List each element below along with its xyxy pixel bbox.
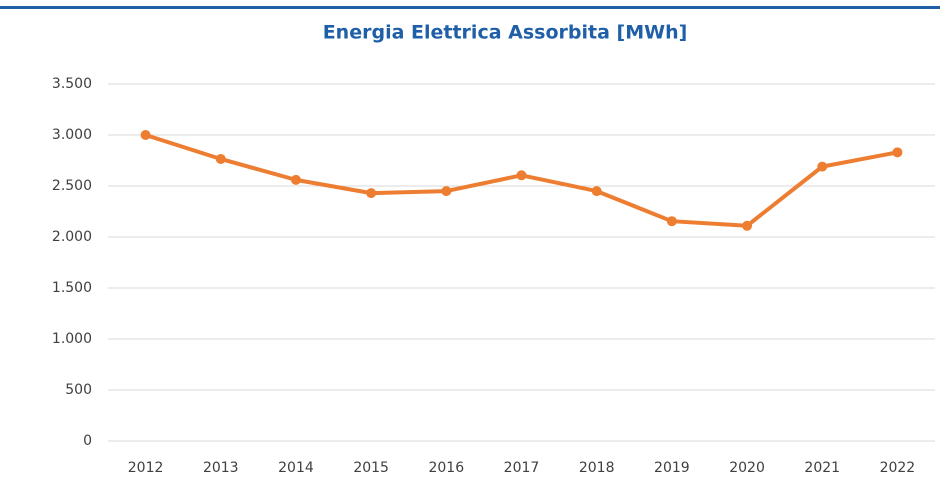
point <box>140 130 151 140</box>
x-tick-label: 2013 <box>203 460 239 476</box>
x-tick-label: 2020 <box>729 460 765 476</box>
y-tick-label: 1.000 <box>52 331 92 347</box>
x-tick-label: 2017 <box>504 460 540 476</box>
point <box>441 186 452 197</box>
point <box>591 186 602 197</box>
y-tick-label: 500 <box>65 382 92 398</box>
y-tick-label: 3.000 <box>52 127 92 143</box>
y-tick-label: 1.500 <box>52 280 92 296</box>
point <box>215 153 226 164</box>
x-tick-label: 2016 <box>428 460 464 476</box>
point <box>290 174 301 185</box>
y-tick-label: 3.500 <box>52 76 92 92</box>
point <box>366 188 377 199</box>
y-tick-label: 2.000 <box>52 229 92 245</box>
x-tick-label: 2018 <box>579 460 615 476</box>
top-rule <box>0 6 940 9</box>
x-tick-label: 2014 <box>278 460 314 476</box>
x-tick-label: 2015 <box>353 460 389 476</box>
point <box>817 161 828 172</box>
point <box>892 147 903 158</box>
x-tick-label: 2021 <box>804 460 840 476</box>
point <box>742 220 753 231</box>
x-tick-label: 2012 <box>128 460 164 476</box>
y-tick-label: 2.500 <box>52 178 92 194</box>
x-tick-label: 2019 <box>654 460 690 476</box>
line <box>143 133 900 228</box>
point <box>666 216 677 227</box>
chart-title: Energia Elettrica Assorbita [MWh] <box>323 22 688 44</box>
y-tick-label: 0 <box>83 433 92 449</box>
x-tick-label: 2022 <box>880 460 916 476</box>
point <box>516 170 527 181</box>
